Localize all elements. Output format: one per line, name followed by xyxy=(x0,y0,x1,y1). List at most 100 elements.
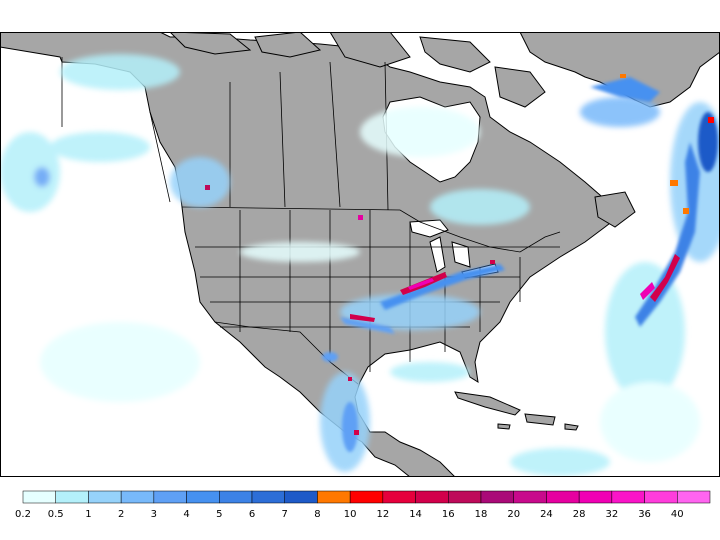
precip-area xyxy=(605,262,685,402)
precip-moderate xyxy=(322,77,718,452)
precip-core xyxy=(490,260,495,264)
precip-core xyxy=(205,185,210,190)
precip-area xyxy=(342,402,358,452)
arctic-islands xyxy=(419,36,491,73)
precip-area xyxy=(580,97,660,127)
colorbar-tick-label: 32 xyxy=(605,509,618,520)
colorbar-bin xyxy=(219,490,253,504)
hispaniola-land xyxy=(524,413,556,426)
precip-heavy xyxy=(205,74,714,435)
arctic-islands xyxy=(329,32,411,68)
colorbar-labels: 0.2 0.5 1 2 3 4 5 6 7 8 10 12 14 16 18 20 24 28 32 36 40 xyxy=(15,509,684,520)
precip-area xyxy=(390,362,470,382)
colorbar-tick-label: 5 xyxy=(216,509,222,520)
jamaica-land xyxy=(497,423,511,430)
colorbar-tick-label: 12 xyxy=(376,509,389,520)
colorbar-tick-label: 0.5 xyxy=(48,509,64,520)
colorbar-tick-label: 18 xyxy=(475,509,488,520)
colorbar-tick-label: 3 xyxy=(151,509,157,520)
colorbar-bin xyxy=(578,490,613,504)
colorbar-tick-label: 0.2 xyxy=(15,509,31,520)
precip-core xyxy=(620,74,626,78)
colorbar-tick-label: 16 xyxy=(442,509,455,520)
colorbar-bin xyxy=(153,490,187,504)
us-mexico-border xyxy=(214,321,359,385)
colorbar-bin xyxy=(448,490,482,504)
caribbean-islands xyxy=(564,423,579,431)
great-lakes xyxy=(429,236,446,273)
precip-band xyxy=(380,264,505,310)
precip-core xyxy=(650,254,680,302)
precip-area xyxy=(322,352,338,362)
colorbar-bin xyxy=(55,490,89,504)
precip-band xyxy=(340,317,395,334)
colorbar-bin xyxy=(120,490,155,504)
precip-core xyxy=(350,314,375,322)
precip-area xyxy=(170,157,230,207)
precip-core xyxy=(348,377,352,381)
precip-core xyxy=(683,208,689,214)
colorbar-tick-label: 24 xyxy=(540,509,553,520)
colorbar-bin xyxy=(186,490,220,504)
colorbar-bin xyxy=(251,490,285,504)
colorbar-bin xyxy=(480,490,514,504)
colorbar: 0.2 0.5 1 2 3 4 5 6 7 8 10 12 14 16 18 20 24 28 32 36 40 xyxy=(0,488,720,528)
precip-area xyxy=(600,382,700,462)
colorbar-svg: 0.2 0.5 1 2 3 4 5 6 7 8 10 12 14 16 18 20 24 28 32 36 40 xyxy=(15,490,711,520)
precip-band xyxy=(590,77,660,102)
precip-area xyxy=(50,132,150,162)
colorbar-tick-label: 10 xyxy=(344,509,357,520)
colorbar-tick-label: 4 xyxy=(183,509,189,520)
great-lakes xyxy=(451,241,471,268)
precip-area xyxy=(430,189,530,225)
precip-area xyxy=(60,54,180,90)
precip-area xyxy=(40,322,200,402)
precip-area xyxy=(0,132,60,212)
precip-area xyxy=(510,448,610,476)
colorbar-tick-label: 36 xyxy=(638,509,651,520)
colorbar-bin xyxy=(382,490,416,504)
cuba-land xyxy=(454,391,521,416)
precip-area xyxy=(360,107,480,157)
precipitation-map xyxy=(0,32,720,477)
arctic-islands xyxy=(169,32,252,55)
colorbar-bin xyxy=(644,490,678,504)
political-boundaries xyxy=(61,57,561,385)
colorbar-tick-label: 6 xyxy=(249,509,255,520)
precip-area xyxy=(34,167,50,187)
colorbar-tick-label: 40 xyxy=(671,509,684,520)
colorbar-bin xyxy=(349,490,384,504)
colorbar-tick-label: 1 xyxy=(85,509,91,520)
precip-area xyxy=(240,242,360,262)
colorbar-bin xyxy=(513,490,547,504)
colorbar-tick-label: 14 xyxy=(409,509,422,520)
colorbar-tick-label: 20 xyxy=(507,509,520,520)
colorbar-bin xyxy=(88,490,122,504)
colorbar-bin xyxy=(546,490,580,504)
province-lines xyxy=(149,61,389,211)
precip-light xyxy=(0,54,720,476)
great-lakes xyxy=(409,219,449,238)
precip-core xyxy=(708,117,714,123)
precip-core xyxy=(358,215,363,220)
colorbar-bin xyxy=(22,490,56,504)
us-canada-border xyxy=(181,206,561,253)
colorbar-bin xyxy=(611,490,645,504)
precip-area xyxy=(698,112,718,172)
colorbar-tick-label: 8 xyxy=(314,509,320,520)
colorbar-bin xyxy=(317,490,351,504)
map-canvas xyxy=(0,32,720,477)
colorbar-bins xyxy=(22,490,711,504)
colorbar-bin xyxy=(415,490,449,504)
colorbar-bin xyxy=(677,490,711,504)
colorbar-tick-label: 2 xyxy=(118,509,124,520)
precip-core xyxy=(640,282,655,300)
precip-core xyxy=(354,430,359,435)
colorbar-tick-label: 28 xyxy=(573,509,586,520)
colorbar-bin xyxy=(284,490,318,504)
newfoundland-land xyxy=(594,191,636,228)
state-lines xyxy=(195,246,560,328)
precip-band xyxy=(635,142,700,327)
colorbar-tick-label: 7 xyxy=(282,509,288,520)
precip-core xyxy=(670,180,678,186)
